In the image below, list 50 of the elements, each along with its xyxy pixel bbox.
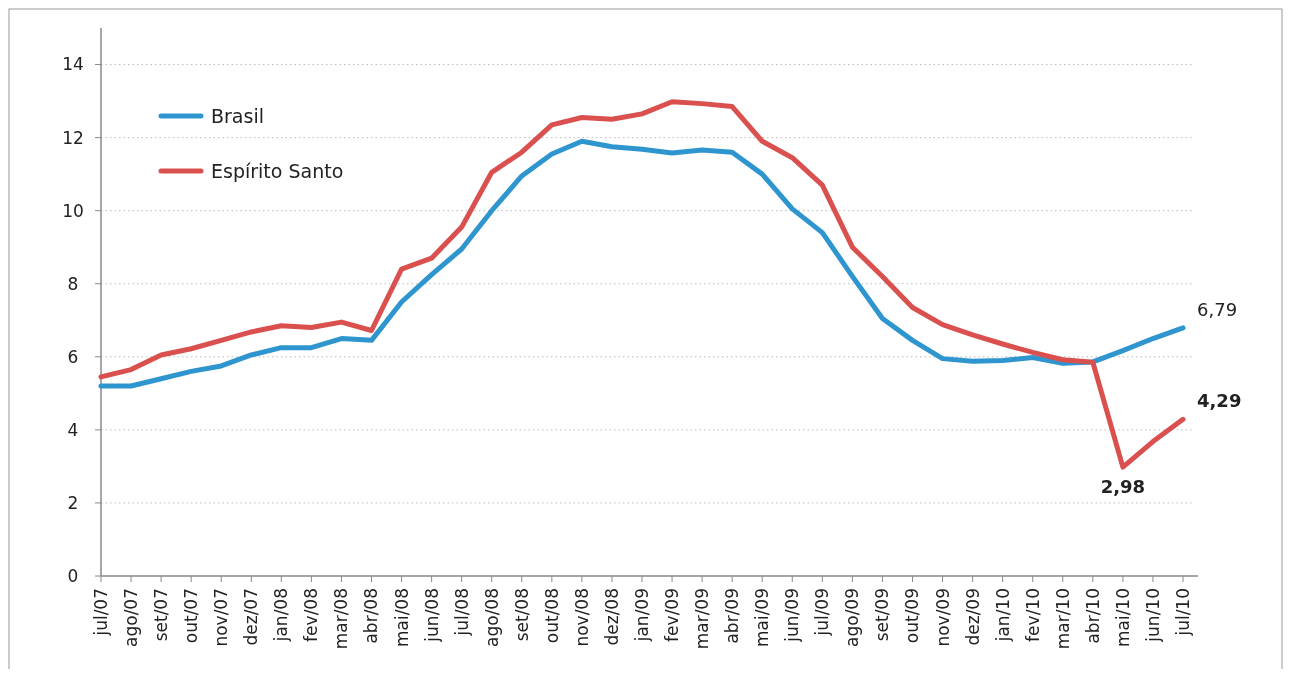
x-tick-label: out/09 <box>902 588 923 644</box>
x-tick-label: nov/08 <box>571 588 592 647</box>
x-tick-label: abr/09 <box>722 588 743 644</box>
x-tick-label: mar/09 <box>692 588 713 650</box>
x-tick-label: out/08 <box>541 588 562 644</box>
y-tick-label: 6 <box>67 346 79 367</box>
x-tick-label: set/07 <box>151 588 172 642</box>
x-tick-label: out/07 <box>181 588 202 644</box>
x-tick-label: nov/07 <box>211 588 232 647</box>
x-tick-label: mai/10 <box>1112 588 1133 648</box>
x-tick-label: mai/08 <box>391 588 412 648</box>
x-tick-label: mar/10 <box>1052 588 1073 650</box>
y-tick-label: 8 <box>67 273 79 294</box>
y-tick-label: 14 <box>62 54 84 75</box>
x-tick-label: fev/08 <box>301 588 322 642</box>
x-tick-label: ago/08 <box>481 588 502 647</box>
y-tick-label: 10 <box>62 200 84 221</box>
y-tick-label: 0 <box>67 565 79 586</box>
x-tick-label: jun/10 <box>1142 588 1163 643</box>
x-tick-label: jan/08 <box>271 588 292 643</box>
legend-label: Brasil <box>211 104 264 127</box>
x-tick-label: set/08 <box>511 588 532 642</box>
x-tick-label: jul/08 <box>451 588 472 637</box>
x-tick-label: jun/09 <box>782 588 803 643</box>
x-tick-label: fev/09 <box>662 588 683 642</box>
x-tick-label: mar/08 <box>331 588 352 650</box>
x-tick-label: jul/07 <box>90 588 111 637</box>
x-tick-label: jan/09 <box>631 588 652 643</box>
x-tick-label: dez/09 <box>962 588 983 646</box>
data-label: 4,29 <box>1197 390 1242 412</box>
x-tick-label: dez/07 <box>241 588 262 646</box>
x-tick-label: ago/07 <box>121 588 142 647</box>
data-label: 6,79 <box>1197 298 1238 320</box>
x-tick-label: ago/09 <box>842 588 863 647</box>
x-tick-label: jun/08 <box>421 588 442 643</box>
y-tick-label: 2 <box>67 492 79 513</box>
y-tick-label: 4 <box>67 419 79 440</box>
legend-label: Espírito Santo <box>211 159 344 182</box>
x-tick-label: abr/08 <box>361 588 382 644</box>
x-tick-label: abr/10 <box>1082 588 1103 644</box>
x-tick-label: nov/09 <box>932 588 953 647</box>
x-tick-label: dez/08 <box>601 588 622 646</box>
x-tick-label: set/09 <box>872 588 893 642</box>
x-tick-label: fev/10 <box>1022 588 1043 642</box>
x-tick-label: mai/09 <box>752 588 773 648</box>
y-tick-label: 12 <box>62 127 84 148</box>
data-label: 2,98 <box>1100 476 1146 498</box>
x-tick-label: jan/10 <box>992 588 1013 643</box>
x-tick-label: jul/10 <box>1172 588 1193 637</box>
x-tick-label: jul/09 <box>812 588 833 637</box>
